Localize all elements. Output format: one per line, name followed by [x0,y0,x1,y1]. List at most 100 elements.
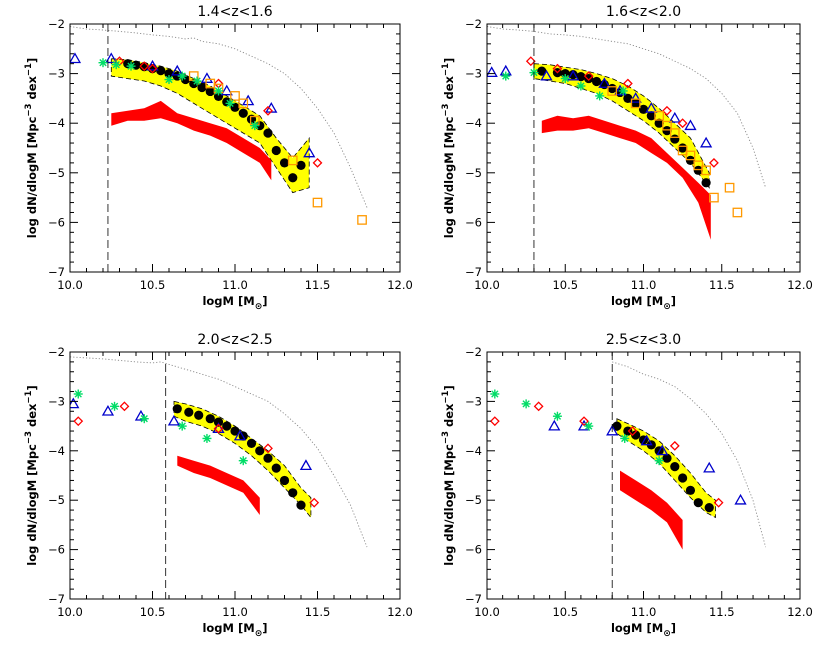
x-tick-label: 12.0 [787,278,813,292]
data-point-filled-circle [156,66,166,76]
panel-title: 1.6<z<2.0 [606,4,681,20]
x-axis-label: logM [M⊙] [202,294,267,312]
data-point-triangle [299,459,313,471]
data-point-asterisk [192,76,202,86]
x-tick-label: 11.5 [709,278,735,292]
plot-area [70,352,368,599]
data-point-triangle [233,429,247,441]
data-point-square [709,192,719,203]
data-point-filled-circle [693,498,703,508]
data-point-triangle [487,66,498,78]
plot-area [487,24,767,272]
data-point-asterisk [98,58,108,68]
data-point-filled-circle [693,165,703,175]
data-point-filled-circle [662,126,672,136]
data-point-triangle [734,493,747,505]
data-point-triangle [699,136,713,148]
data-point-diamond [552,63,563,74]
x-tick-label: 10.0 [57,278,83,292]
data-point-asterisk [238,456,248,466]
data-point-asterisk [214,86,223,96]
data-point-square [230,91,240,101]
y-tick-label: −4 [465,444,482,458]
data-point-triangle [566,69,580,81]
data-point-filled-circle [701,178,711,188]
data-point-asterisk [654,456,664,466]
data-point-diamond [669,440,680,451]
dotted-reference-line [612,361,767,548]
y-tick-label: −4 [465,116,482,130]
data-point-filled-circle [263,453,273,463]
data-point-filled-circle [184,407,194,417]
data-point-triangle [684,119,697,131]
data-point-diamond [713,497,724,508]
data-point-square [205,78,216,89]
x-tick-label: 10.5 [140,278,166,292]
panel-1: 10.0 10.5 11.0 11.5 12.0 −2 −3 −4 −5 −6 −7 1.4<z<1.… [24,4,413,312]
data-point-filled-circle [296,160,306,170]
x-tick-label: 11.5 [709,605,735,619]
data-point-filled-circle [638,104,649,114]
data-point-filled-circle [591,76,602,87]
y-tick-label: −3 [465,394,482,408]
data-point-filled-circle [654,118,664,128]
data-point-filled-circle [164,69,174,79]
data-point-filled-circle [296,500,306,510]
x-tick-label: 11.0 [222,605,248,619]
x-tick-label: 11.0 [222,278,248,292]
x-tick-label: 10.0 [474,278,500,292]
data-point-filled-circle [646,111,656,121]
data-point-filled-circle [271,145,281,156]
axes-frame [69,351,401,600]
data-point-filled-circle [246,438,257,448]
axes-frame [486,351,801,600]
data-point-filled-circle [279,158,290,168]
data-point-diamond [489,416,500,427]
data-point-triangle [540,69,553,81]
y-tick-label: −5 [465,166,482,180]
data-point-diamond [263,105,273,116]
y-tick-label: −5 [48,493,65,507]
data-point-diamond [583,71,594,81]
data-point-asterisk [202,433,212,443]
data-point-diamond [309,497,320,508]
data-point-asterisk [139,414,149,424]
data-point-triangle [146,59,159,71]
x-tick-label: 11.0 [631,605,657,619]
y-tick-label: −4 [48,444,65,458]
data-point-square [654,110,665,121]
data-point-square [607,86,618,96]
data-point-asterisk [177,421,187,431]
panel-title: 2.0<z<2.5 [197,332,272,348]
data-point-filled-circle [678,473,688,483]
data-point-triangle [70,52,82,64]
x-tick-label: 10.5 [140,605,166,619]
data-point-triangle [645,102,658,113]
data-point-filled-circle [271,463,281,473]
data-point-diamond [622,78,633,89]
data-point-asterisk [164,75,174,85]
x-tick-label: 12.0 [387,605,413,619]
data-point-diamond [627,426,638,436]
x-tick-label: 10.0 [57,605,83,619]
dotted-reference-line [487,26,767,188]
data-point-filled-circle [263,128,273,138]
y-axis-label: log dN/dlogM [Mpc−3 dex−1] [24,385,39,565]
red-band [111,100,272,181]
data-point-triangle [171,64,184,76]
y-tick-label: −6 [48,543,65,557]
data-point-filled-circle [584,73,594,84]
data-point-diamond [73,416,84,427]
data-point-asterisk [560,74,570,84]
data-point-asterisk [521,399,531,409]
data-point-filled-circle [685,155,696,165]
data-point-diamond [677,118,688,129]
data-point-filled-circle [670,134,680,144]
data-point-filled-circle [704,503,714,513]
panel-title: 2.5<z<3.0 [606,332,681,348]
data-point-filled-circle [607,83,617,94]
data-point-filled-circle [238,108,248,118]
data-point-triangle [548,419,561,431]
y-tick-label: −3 [48,67,65,81]
data-point-filled-circle [222,421,232,431]
